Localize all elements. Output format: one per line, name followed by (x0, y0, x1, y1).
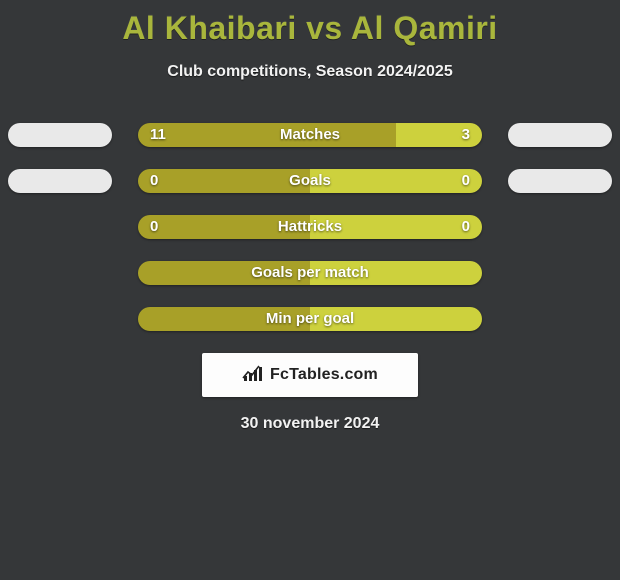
bar-chart-icon (242, 364, 264, 387)
stat-bar: 00Goals (138, 169, 482, 193)
player-pill-left (8, 169, 112, 193)
stat-row: Goals per match (0, 261, 620, 285)
stat-label: Min per goal (138, 307, 482, 331)
player-pill-right (508, 169, 612, 193)
stat-bar: 113Matches (138, 123, 482, 147)
footer-date: 30 november 2024 (0, 415, 620, 433)
attribution-badge[interactable]: FcTables.com (202, 353, 418, 397)
player-pill-left (8, 123, 112, 147)
stat-bar: Goals per match (138, 261, 482, 285)
page-subtitle: Club competitions, Season 2024/2025 (0, 63, 620, 81)
page-title: Al Khaibari vs Al Qamiri (0, 0, 620, 47)
stat-label: Goals per match (138, 261, 482, 285)
stats-container: 113Matches 00Goals 00Hattricks Goals per ma… (0, 123, 620, 331)
stat-label: Goals (138, 169, 482, 193)
stat-row: 00Goals (0, 169, 620, 193)
stat-label: Hattricks (138, 215, 482, 239)
stat-bar: Min per goal (138, 307, 482, 331)
player-pill-right (508, 123, 612, 147)
stat-row: Min per goal (0, 307, 620, 331)
attribution-text: FcTables.com (270, 366, 378, 384)
stat-row: 113Matches (0, 123, 620, 147)
stat-bar: 00Hattricks (138, 215, 482, 239)
stat-row: 00Hattricks (0, 215, 620, 239)
stat-label: Matches (138, 123, 482, 147)
